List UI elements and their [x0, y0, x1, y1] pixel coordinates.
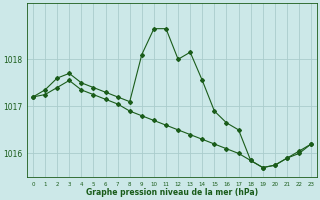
X-axis label: Graphe pression niveau de la mer (hPa): Graphe pression niveau de la mer (hPa) — [86, 188, 258, 197]
